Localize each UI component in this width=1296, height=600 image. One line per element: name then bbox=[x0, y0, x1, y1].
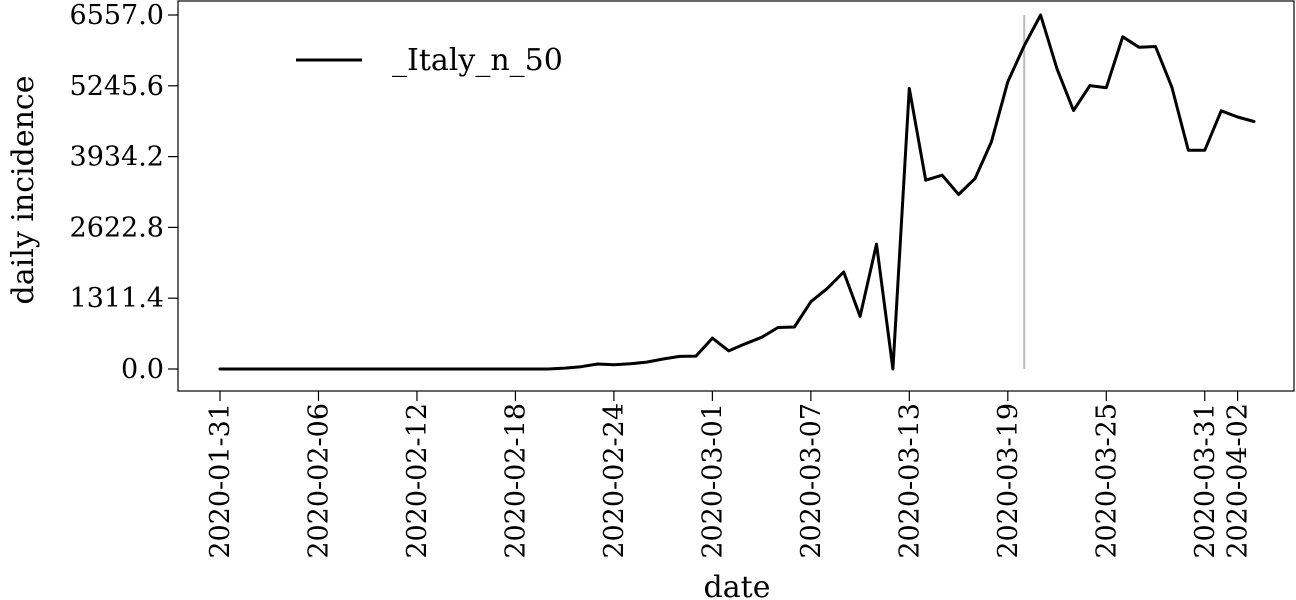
series-layer bbox=[218, 13, 1256, 371]
y-tick-label: 0.0 bbox=[121, 354, 164, 385]
series-line bbox=[218, 13, 1256, 371]
x-tick-label: 2020-03-31 bbox=[1190, 403, 1221, 559]
y-tick-label: 3934.2 bbox=[70, 142, 164, 173]
x-tick-label: 2020-02-12 bbox=[402, 403, 433, 559]
y-tick-label: 5245.6 bbox=[70, 71, 164, 102]
y-tick-label: 2622.8 bbox=[70, 212, 164, 243]
y-tick-label: 6557.0 bbox=[70, 0, 164, 31]
x-tick-label: 2020-02-18 bbox=[500, 403, 531, 559]
x-axis-label: date bbox=[704, 570, 771, 600]
y-axis: 0.0 1311.4 2622.8 3934.2 5245.6 6557.0 bbox=[70, 0, 178, 385]
y-tick-label: 1311.4 bbox=[70, 283, 164, 314]
x-tick-label: 2020-03-07 bbox=[796, 403, 827, 559]
x-tick-label: 2020-02-24 bbox=[599, 403, 630, 559]
x-tick-label: 2020-03-25 bbox=[1091, 403, 1122, 559]
x-tick-label: 2020-03-13 bbox=[894, 403, 925, 559]
x-tick-label: 2020-04-02 bbox=[1223, 403, 1254, 559]
legend: _Italy_n_50 bbox=[296, 43, 563, 78]
plot-frame bbox=[177, 0, 1295, 392]
legend-label: _Italy_n_50 bbox=[392, 43, 563, 78]
y-axis-label: daily incidence bbox=[6, 76, 41, 305]
x-tick-label: 2020-01-31 bbox=[205, 403, 236, 559]
x-tick-label: 2020-02-06 bbox=[303, 403, 334, 559]
x-tick-label: 2020-03-19 bbox=[993, 403, 1024, 559]
x-tick-label: 2020-03-01 bbox=[697, 403, 728, 559]
x-axis: 2020-01-31 2020-02-06 2020-02-12 2020-02-18… bbox=[205, 391, 1254, 559]
